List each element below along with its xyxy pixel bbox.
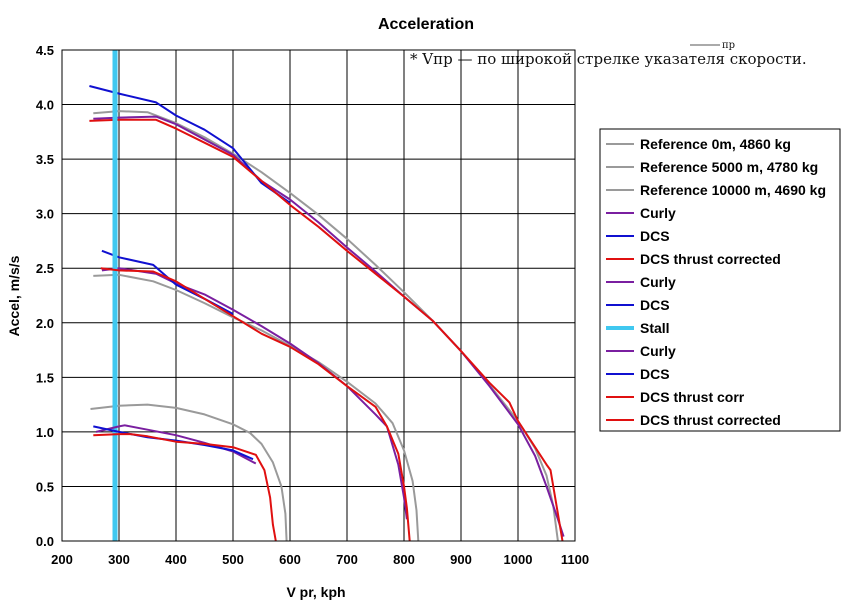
annotation-text: * Vпр — по широкой стрелке указателя ско… xyxy=(410,50,807,68)
series-line-dcs-thrust-corrected xyxy=(89,118,564,542)
y-tick-label: 2.5 xyxy=(36,261,54,276)
x-tick-label: 600 xyxy=(279,552,301,567)
y-tick-label: 0.5 xyxy=(36,479,54,494)
x-tick-label: 300 xyxy=(108,552,130,567)
series-line-curly xyxy=(101,267,408,520)
y-tick-label: 1.0 xyxy=(36,425,54,440)
legend-entry-dcs-thrust-corrected: DCS thrust corrected xyxy=(640,251,781,267)
y-tick-label: 3.0 xyxy=(36,207,54,222)
y-axis-label: Accel, m/s/s xyxy=(6,255,22,336)
x-tick-label: 500 xyxy=(222,552,244,567)
legend-entry-dcs: DCS xyxy=(640,297,670,313)
y-tick-label: 0.0 xyxy=(36,534,54,549)
series-line-reference-10000-m-4690-kg xyxy=(90,403,288,542)
plot-frame xyxy=(61,49,576,542)
legend-entry-reference-10000-m-4690-kg: Reference 10000 m, 4690 kg xyxy=(640,182,826,198)
chart-title: Acceleration xyxy=(378,16,474,33)
series-lines xyxy=(89,50,565,542)
legend-entry-dcs-thrust-corrected: DCS thrust corrected xyxy=(640,412,781,428)
x-tick-label: 1000 xyxy=(504,552,533,567)
legend-entry-curly: Curly xyxy=(640,205,676,221)
tick-labels: 200 300 400 500 600 700 800 900 1000 1100 0.0 0.5 1.… xyxy=(36,43,589,567)
x-tick-label: 200 xyxy=(51,552,73,567)
x-tick-label: 800 xyxy=(393,552,415,567)
annotation: пр * Vпр — по широкой стрелке указателя … xyxy=(400,36,840,78)
legend-entry-stall: Stall xyxy=(640,320,670,336)
legend-entry-dcs: DCS xyxy=(640,366,670,382)
y-tick-label: 4.0 xyxy=(36,98,54,113)
legend-box xyxy=(599,128,841,432)
legend-entry-curly: Curly xyxy=(640,274,676,290)
y-tick-label: 4.5 xyxy=(36,43,54,58)
series-line-curly xyxy=(93,115,565,537)
x-tick-label: 400 xyxy=(165,552,187,567)
legend-entry-dcs: DCS xyxy=(640,228,670,244)
y-tick-label: 3.5 xyxy=(36,152,54,167)
x-tick-label: 900 xyxy=(450,552,472,567)
annotation-fragment: пр xyxy=(722,40,735,51)
x-tick-label: 1100 xyxy=(561,552,589,567)
y-tick-label: 2.0 xyxy=(36,316,54,331)
x-axis-label: V pr, kph xyxy=(286,584,345,600)
legend-entry-curly: Curly xyxy=(640,343,676,359)
series-line-dcs-thrust-corr xyxy=(93,433,277,542)
legend-entry-reference-5000-m-4780-kg: Reference 5000 m, 4780 kg xyxy=(640,159,818,175)
y-tick-label: 1.5 xyxy=(36,370,54,385)
x-tick-label: 700 xyxy=(336,552,358,567)
annotation-background xyxy=(400,36,840,78)
legend-entry-dcs-thrust-corr: DCS thrust corr xyxy=(640,389,745,405)
legend: Reference 0m, 4860 kg Reference 5000 m, 4… xyxy=(599,128,841,432)
series-line-dcs-thrust-corrected xyxy=(100,267,411,542)
legend-entry-reference-0m-4860-kg: Reference 0m, 4860 kg xyxy=(640,136,791,152)
series-line-dcs xyxy=(93,425,254,461)
